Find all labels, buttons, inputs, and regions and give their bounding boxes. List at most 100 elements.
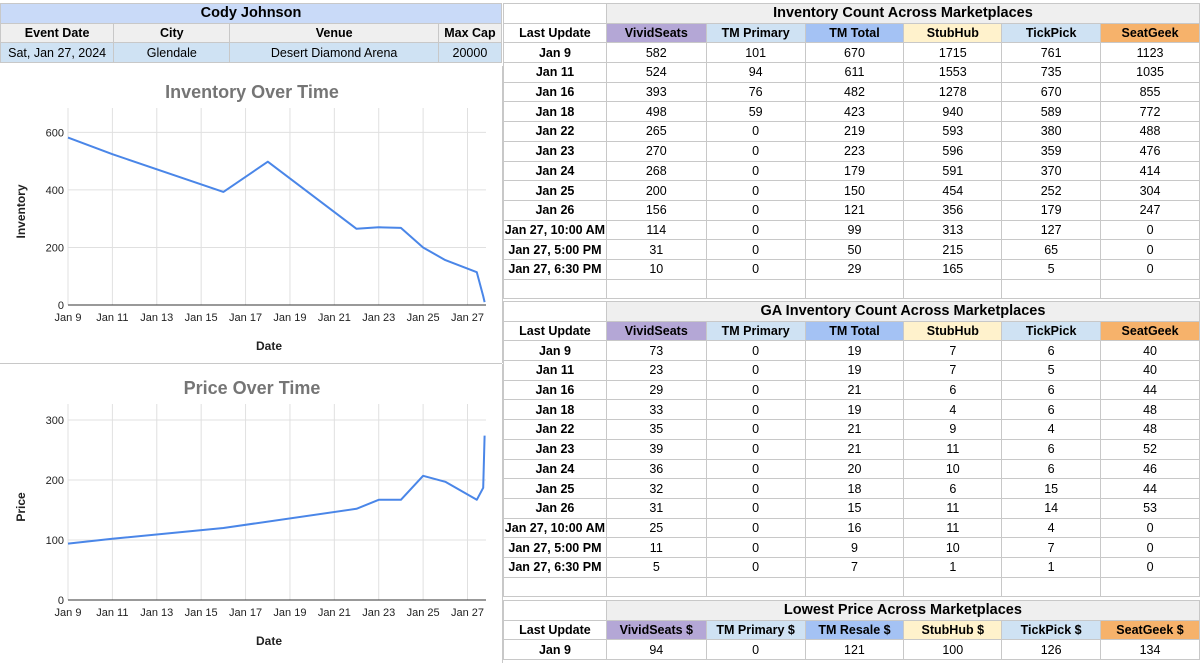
- empty-cell: [504, 279, 607, 299]
- table-cell: 0: [1101, 538, 1200, 558]
- column-header: VividSeats: [606, 321, 706, 341]
- row-date: Jan 24: [504, 161, 607, 181]
- row-date: Jan 24: [504, 459, 607, 479]
- table-cell: 35: [606, 420, 706, 440]
- row-date: Jan 25: [504, 181, 607, 201]
- row-date: Jan 25: [504, 479, 607, 499]
- table-cell: 589: [1002, 102, 1101, 122]
- table-cell: 11: [904, 498, 1002, 518]
- event-header-cell: Venue: [230, 23, 438, 43]
- x-tick-label: Jan 21: [318, 312, 351, 324]
- table-cell: 761: [1002, 43, 1101, 63]
- table-cell: 0: [706, 341, 805, 361]
- table-cell: 10: [904, 459, 1002, 479]
- table-cell: 593: [904, 122, 1002, 142]
- table-cell: 40: [1101, 361, 1200, 381]
- empty-cell: [1002, 577, 1101, 597]
- table-cell: 772: [1101, 102, 1200, 122]
- table-cell: 414: [1101, 161, 1200, 181]
- table-cell: 356: [904, 200, 1002, 220]
- table-cell: 0: [706, 361, 805, 381]
- chart-title: Price Over Time: [184, 378, 321, 398]
- table-cell: 393: [606, 82, 706, 102]
- column-header: TickPick $: [1002, 620, 1101, 640]
- column-header: Last Update: [504, 23, 607, 43]
- table-cell: 121: [805, 640, 904, 660]
- table-cell: 1553: [904, 63, 1002, 83]
- table-cell: 0: [706, 259, 805, 279]
- x-tick-label: Jan 9: [55, 312, 82, 324]
- column-header: SeatGeek: [1101, 23, 1200, 43]
- table-cell: 0: [706, 122, 805, 142]
- table-cell: 99: [805, 220, 904, 240]
- chart-title: Inventory Over Time: [165, 82, 339, 102]
- table-cell: 18: [805, 479, 904, 499]
- y-tick-label: 0: [58, 300, 64, 312]
- table-cell: 7: [1002, 538, 1101, 558]
- column-header: StubHub $: [904, 620, 1002, 640]
- table-cell: 19: [805, 400, 904, 420]
- table-cell: 39: [606, 439, 706, 459]
- table-cell: 6: [1002, 341, 1101, 361]
- x-tick-label: Jan 25: [407, 312, 440, 324]
- table-cell: 19: [805, 341, 904, 361]
- column-header: StubHub: [904, 23, 1002, 43]
- column-header: VividSeats $: [606, 620, 706, 640]
- table-cell: 0: [706, 640, 805, 660]
- table-cell: 1278: [904, 82, 1002, 102]
- series-line: [68, 138, 485, 303]
- table-cell: 359: [1002, 141, 1101, 161]
- table-cell: 36: [606, 459, 706, 479]
- x-axis-label: Date: [256, 339, 282, 353]
- table-cell: 94: [706, 63, 805, 83]
- row-date: Jan 11: [504, 361, 607, 381]
- empty-cell: [805, 279, 904, 299]
- table-cell: 76: [706, 82, 805, 102]
- table-cell: 20: [805, 459, 904, 479]
- table-cell: 596: [904, 141, 1002, 161]
- table-cell: 0: [1101, 259, 1200, 279]
- table-cell: 670: [805, 43, 904, 63]
- x-tick-label: Jan 13: [140, 312, 173, 324]
- table-cell: 50: [805, 240, 904, 260]
- empty-cell: [1002, 279, 1101, 299]
- table-cell: 11: [606, 538, 706, 558]
- row-date: Jan 27, 6:30 PM: [504, 259, 607, 279]
- inventory-table-title: Inventory Count Across Marketplaces: [606, 4, 1199, 24]
- table-cell: 5: [1002, 259, 1101, 279]
- table-cell: 670: [1002, 82, 1101, 102]
- row-date: Jan 22: [504, 122, 607, 142]
- event-header-cell: Event Date: [1, 23, 114, 43]
- empty-cell: [805, 577, 904, 597]
- event-max-cap: 20000: [438, 43, 501, 63]
- lowest-price-table-title: Lowest Price Across Marketplaces: [606, 601, 1199, 621]
- column-header: SeatGeek: [1101, 321, 1200, 341]
- column-header: TM Resale $: [805, 620, 904, 640]
- y-tick-label: 200: [46, 242, 64, 254]
- table-cell: 265: [606, 122, 706, 142]
- table-cell: 582: [606, 43, 706, 63]
- empty-cell: [606, 279, 706, 299]
- empty-cell: [706, 279, 805, 299]
- row-date: Jan 26: [504, 498, 607, 518]
- row-date: Jan 26: [504, 200, 607, 220]
- table-cell: 268: [606, 161, 706, 181]
- empty-cell: [1101, 577, 1200, 597]
- table-cell: 0: [706, 439, 805, 459]
- table-cell: 127: [1002, 220, 1101, 240]
- table-cell: 0: [706, 400, 805, 420]
- title-spacer: [504, 302, 607, 322]
- y-axis-label: Inventory: [14, 184, 28, 238]
- table-cell: 6: [1002, 459, 1101, 479]
- table-cell: 0: [706, 240, 805, 260]
- table-cell: 29: [805, 259, 904, 279]
- table-cell: 0: [1101, 557, 1200, 577]
- row-date: Jan 9: [504, 341, 607, 361]
